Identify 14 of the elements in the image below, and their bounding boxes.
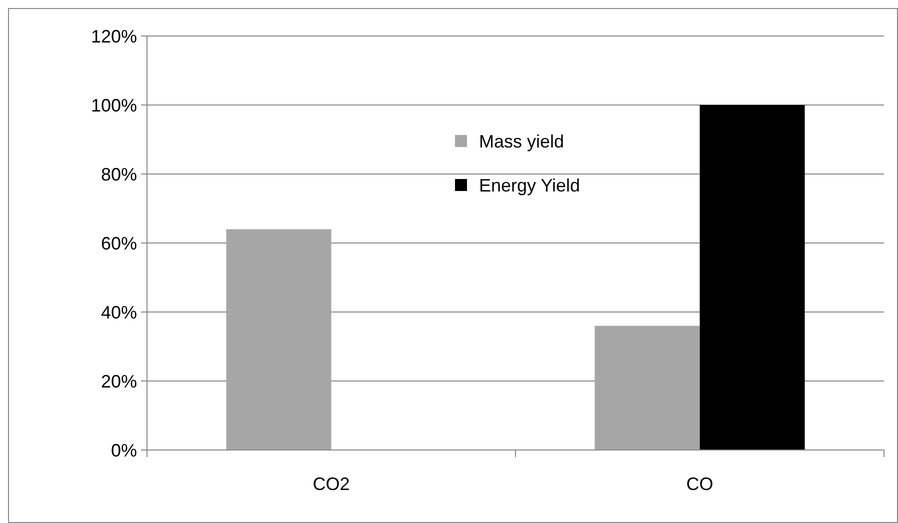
legend-label: Mass yield: [479, 131, 564, 152]
y-tick-label: 20%: [100, 371, 137, 392]
x-tick-label: CO: [686, 474, 714, 494]
bar: [594, 326, 700, 450]
legend-label: Energy Yield: [479, 175, 580, 196]
y-tick-label: 120%: [90, 26, 137, 46]
y-tick-label: 40%: [100, 302, 137, 322]
y-tick-label: 60%: [100, 233, 137, 254]
bar: [700, 105, 805, 450]
y-tick-label: 0%: [110, 440, 137, 460]
y-tick-label: 80%: [100, 164, 137, 184]
y-tick-label: 100%: [90, 95, 137, 116]
x-tick-label: CO2: [312, 474, 350, 494]
bar: [226, 229, 332, 450]
